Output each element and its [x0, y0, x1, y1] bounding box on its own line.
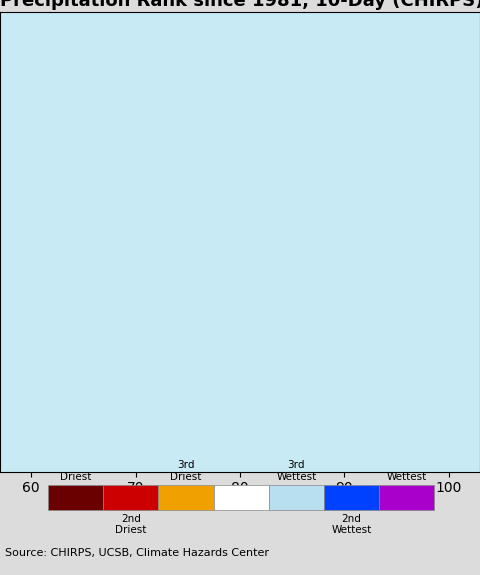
Text: 3rd
Wettest: 3rd Wettest — [276, 460, 316, 482]
Text: 2nd
Driest: 2nd Driest — [115, 514, 146, 535]
FancyBboxPatch shape — [379, 485, 434, 510]
FancyBboxPatch shape — [324, 485, 379, 510]
FancyBboxPatch shape — [103, 485, 158, 510]
Text: Wettest: Wettest — [387, 472, 427, 482]
FancyBboxPatch shape — [158, 485, 214, 510]
Text: 3rd
Driest: 3rd Driest — [170, 460, 202, 482]
Text: 2nd
Wettest: 2nd Wettest — [332, 514, 372, 535]
FancyBboxPatch shape — [214, 485, 269, 510]
Text: Driest: Driest — [60, 472, 91, 482]
FancyBboxPatch shape — [269, 485, 324, 510]
Text: Precipitation Rank since 1981, 10-Day (CHIRPS): Precipitation Rank since 1981, 10-Day (C… — [0, 0, 480, 10]
FancyBboxPatch shape — [48, 485, 103, 510]
Text: Source: CHIRPS, UCSB, Climate Hazards Center: Source: CHIRPS, UCSB, Climate Hazards Ce… — [5, 547, 269, 558]
